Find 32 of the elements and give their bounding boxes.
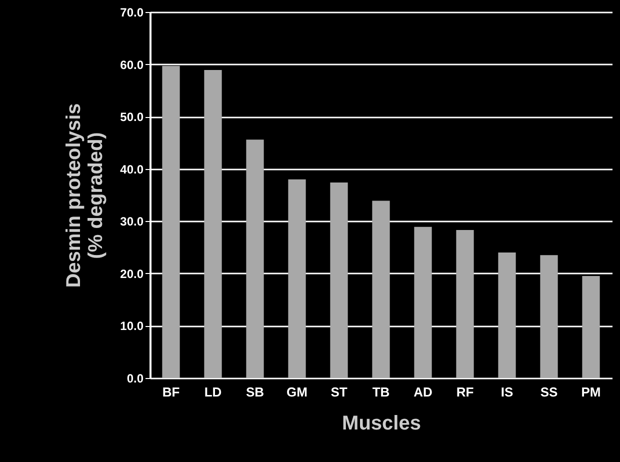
x-tick-label: IS <box>500 384 514 400</box>
bar <box>372 200 390 378</box>
bar <box>456 230 474 378</box>
bar <box>540 255 558 378</box>
x-tick-label: TB <box>372 384 390 400</box>
y-tick-label: 50.0 <box>120 110 144 124</box>
x-tick-label: GM <box>286 384 308 400</box>
bar <box>204 70 222 378</box>
y-tick-label: 20.0 <box>120 266 144 281</box>
y-tick-label: 60.0 <box>120 58 144 72</box>
x-tick-label: LD <box>204 384 222 400</box>
y-tick-label: 70.0 <box>120 6 144 20</box>
bar <box>498 252 516 378</box>
bar <box>414 226 432 378</box>
y-tick-label: 30.0 <box>120 214 144 229</box>
y-tick-label: 10.0 <box>120 319 144 334</box>
bar <box>246 140 264 378</box>
x-axis-title: Muscles <box>342 412 421 434</box>
y-tick-label: 0.0 <box>126 372 144 386</box>
bar <box>288 179 306 378</box>
x-tick-label: SS <box>540 384 558 400</box>
bar <box>162 66 180 378</box>
x-tick-label: PM <box>581 384 601 400</box>
x-tick-label: AD <box>414 384 432 400</box>
x-tick-label: ST <box>330 384 348 400</box>
x-tick-label: RF <box>456 384 474 400</box>
bar <box>582 276 600 378</box>
y-tick-label: 40.0 <box>120 162 144 176</box>
x-tick-label: SB <box>246 384 264 400</box>
y-axis-title: Desmin proteolysis (% degraded) <box>63 103 108 288</box>
x-tick-label: BF <box>162 384 180 400</box>
bar <box>330 182 348 378</box>
